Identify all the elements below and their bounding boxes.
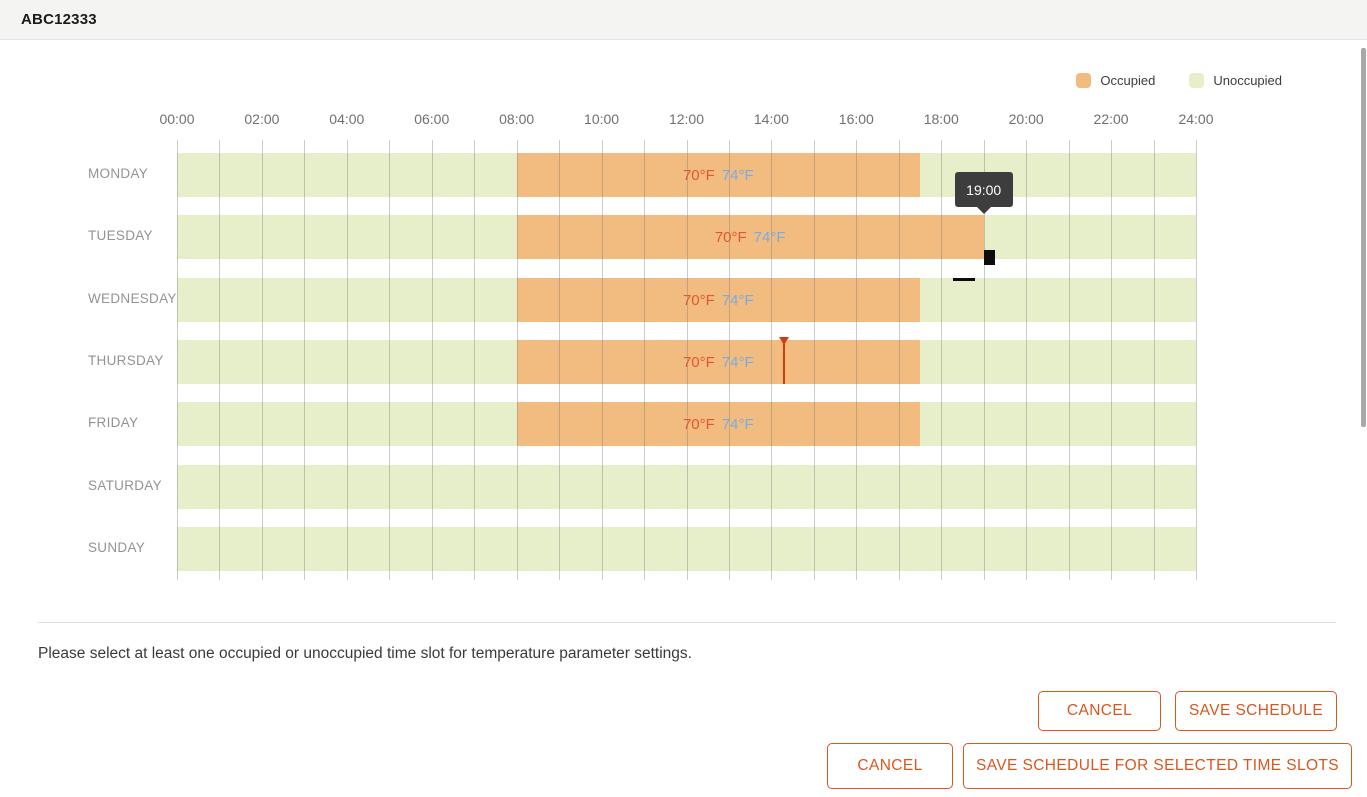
- day-label: WEDNESDAY: [88, 291, 177, 306]
- temperature-label-1: 70°F: [714, 228, 747, 246]
- page-title: ABC12333: [21, 11, 97, 28]
- day-label: SUNDAY: [88, 540, 146, 555]
- temperature-label-1: 70°F: [682, 291, 715, 309]
- occupied-bar[interactable]: 70°F 74°F: [516, 153, 920, 197]
- dialog-header: ABC12333: [0, 0, 1367, 40]
- temperature-label-2: 74°F: [721, 353, 754, 371]
- instruction-text: Please select at least one occupied or u…: [38, 645, 692, 662]
- time-marker-line: [783, 344, 786, 384]
- time-tick-label: 16:00: [838, 111, 874, 127]
- temperature-label-1: 70°F: [682, 415, 715, 433]
- legend-label-unoccupied: Unoccupied: [1213, 73, 1282, 88]
- day-label: TUESDAY: [88, 228, 153, 243]
- drag-handle[interactable]: [983, 250, 995, 265]
- gridline: [1196, 140, 1197, 580]
- time-tick-label: 04:00: [329, 111, 365, 127]
- day-label: THURSDAY: [88, 353, 164, 368]
- legend-label-occupied: Occupied: [1100, 73, 1156, 88]
- legend-item-unoccupied: Unoccupied: [1189, 73, 1282, 88]
- time-tick-label: 22:00: [1093, 111, 1129, 127]
- time-tick-label: 12:00: [668, 111, 705, 127]
- time-tooltip: 19:00: [954, 172, 1013, 214]
- legend: Occupied Unoccupied: [1076, 73, 1282, 88]
- divider: [38, 622, 1336, 623]
- time-tick-label: 24:00: [1178, 111, 1214, 127]
- occupied-bar[interactable]: 70°F 74°F: [516, 278, 920, 322]
- occupied-bar[interactable]: 70°F 74°F: [516, 215, 984, 259]
- save-schedule-selected-button[interactable]: SAVE SCHEDULE FOR SELECTED TIME SLOTS: [963, 743, 1352, 789]
- temperature-label-2: 74°F: [721, 291, 754, 309]
- time-tick-label: 20:00: [1008, 111, 1044, 127]
- resize-indicator: [952, 278, 975, 281]
- time-tick-label: 18:00: [923, 111, 959, 127]
- time-marker-pin-icon: [779, 337, 790, 345]
- cancel-button[interactable]: CANCEL: [1038, 691, 1161, 731]
- time-tick-label: 02:00: [244, 111, 280, 127]
- time-tick-label: 08:00: [499, 111, 535, 127]
- day-label: MONDAY: [88, 166, 149, 181]
- temperature-label-1: 70°F: [682, 353, 715, 371]
- vertical-scrollbar-thumb[interactable]: [1361, 48, 1366, 427]
- save-schedule-button[interactable]: SAVE SCHEDULE: [1175, 691, 1337, 731]
- schedule-chart: 00:00 02:00 04:00 06:00 08:00 10:00 12:00 14:00…: [88, 111, 1214, 580]
- occupied-bar[interactable]: 70°F 74°F: [516, 340, 920, 384]
- time-tick-label: 00:00: [159, 111, 195, 127]
- time-tick-label: 10:00: [584, 111, 620, 127]
- unoccupied-band[interactable]: [177, 465, 1196, 509]
- temperature-label-2: 74°F: [753, 228, 786, 246]
- unoccupied-band[interactable]: [177, 527, 1196, 571]
- temperature-label-1: 70°F: [682, 166, 715, 184]
- temperature-label-2: 74°F: [721, 166, 754, 184]
- time-tick-label: 14:00: [753, 111, 789, 127]
- legend-item-occupied: Occupied: [1076, 73, 1155, 88]
- time-tick-label: 06:00: [414, 111, 450, 127]
- unoccupied-swatch-icon: [1189, 73, 1205, 88]
- day-label: SATURDAY: [88, 478, 162, 493]
- cancel-selected-button[interactable]: CANCEL: [827, 743, 953, 789]
- occupied-swatch-icon: [1076, 73, 1092, 88]
- temperature-label-2: 74°F: [721, 415, 754, 433]
- occupied-bar[interactable]: 70°F 74°F: [516, 402, 920, 446]
- day-label: FRIDAY: [88, 415, 139, 430]
